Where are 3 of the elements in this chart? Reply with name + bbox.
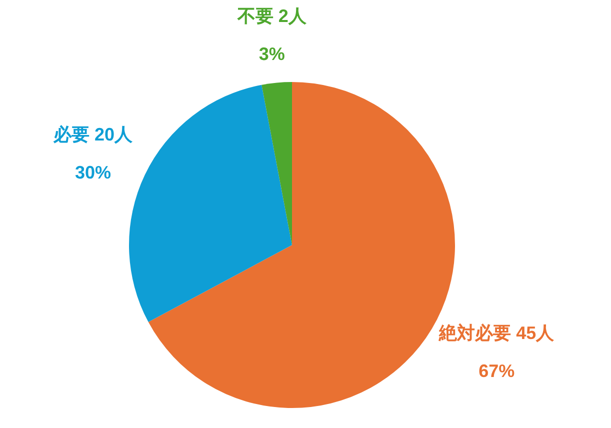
slice-label: 不要 2人 3% — [236, 6, 308, 64]
slice-label: 必要 20人 30% — [52, 124, 134, 182]
slice-label: 絶対必要 45人 67% — [438, 322, 556, 381]
